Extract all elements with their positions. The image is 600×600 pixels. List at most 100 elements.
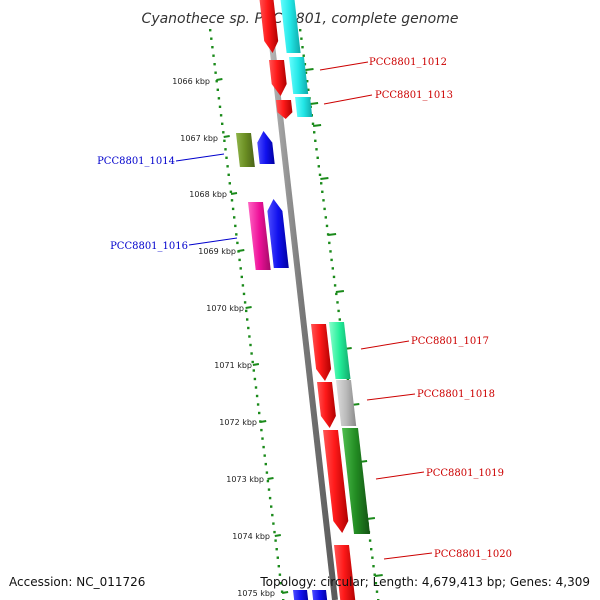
kbp-label: 1073 kbp (226, 475, 264, 484)
leader-line-1013 (323, 94, 373, 105)
tick-mark (231, 207, 235, 211)
tick-mark (213, 63, 216, 66)
tick-mark (373, 573, 376, 576)
tick-mark (227, 173, 230, 176)
tick-mark (329, 250, 332, 253)
gene-label-1018[interactable]: PCC8801_1018 (417, 389, 495, 400)
gene-label-1019[interactable]: PCC8801_1019 (426, 468, 504, 479)
tick-mark (278, 573, 282, 576)
gene-red-1018[interactable] (317, 382, 336, 428)
tick-mark (317, 165, 320, 168)
gene-red-1012[interactable] (269, 60, 287, 96)
tick-mark (337, 309, 340, 313)
gene-green-1019[interactable] (342, 428, 370, 534)
tick-mark (338, 318, 341, 321)
tick-mark (265, 471, 269, 474)
gene-spring-1017[interactable] (329, 322, 351, 379)
gene-label-1013[interactable]: PCC8801_1013 (375, 90, 453, 101)
gene-cyan-1012[interactable] (289, 57, 309, 94)
tick-mark (245, 309, 248, 313)
tick-mark (375, 590, 379, 593)
tick-mark (318, 173, 322, 176)
tick-mark (277, 565, 280, 568)
tick-mark (323, 207, 326, 211)
left-tick-track (209, 29, 289, 600)
tick-mark (301, 46, 304, 49)
tick-mark (247, 326, 250, 330)
tick-mark (260, 428, 263, 432)
tick-mark (311, 122, 315, 125)
tick-mark (313, 131, 316, 134)
gene-red-1017[interactable] (311, 324, 332, 381)
tick-mark (261, 437, 264, 440)
leader-line-1012 (319, 61, 369, 71)
gene-cyan-a[interactable] (280, 0, 301, 53)
gene-label-1014[interactable]: PCC8801_1014 (97, 156, 175, 167)
tick-mark (336, 301, 339, 304)
gene-label-1017[interactable]: PCC8801_1017 (411, 336, 489, 347)
tick-mark (268, 496, 272, 500)
gene-blue-tail[interactable] (312, 590, 328, 600)
tick-mark (216, 88, 219, 91)
gene-label-1016[interactable]: PCC8801_1016 (110, 241, 188, 252)
gene-gray-1018[interactable] (336, 380, 357, 426)
gene-olive-1014[interactable] (236, 133, 255, 167)
tick-mark (304, 71, 308, 74)
tick-mark (306, 80, 309, 83)
gene-label-1012[interactable]: PCC8801_1012 (369, 57, 447, 68)
major-tick (230, 192, 238, 195)
tick-mark (267, 488, 271, 491)
major-tick (320, 177, 329, 180)
leader-line-1016 (188, 237, 238, 246)
leader-line-1017 (360, 340, 410, 350)
right-tick-track (299, 29, 383, 600)
tick-mark (241, 284, 245, 287)
tick-mark (253, 377, 257, 381)
tick-mark (264, 462, 267, 466)
major-tick (267, 477, 274, 480)
gene-red-a[interactable] (259, 0, 279, 53)
tick-mark (320, 182, 323, 185)
tick-mark (252, 369, 255, 372)
tick-mark (235, 233, 238, 236)
tick-mark (217, 97, 221, 100)
tick-mark (254, 386, 258, 389)
gene-red-1020[interactable] (334, 545, 356, 600)
kbp-label: 1069 kbp (198, 247, 236, 256)
major-tick (252, 363, 260, 366)
major-tick (309, 102, 319, 105)
tick-mark (225, 156, 228, 159)
tick-mark (322, 199, 325, 202)
tick-mark (275, 548, 278, 551)
tick-mark (234, 224, 237, 228)
tick-mark (315, 148, 318, 151)
kbp-label: 1075 kbp (237, 589, 275, 598)
tick-mark (325, 224, 329, 228)
gene-red-1013[interactable] (276, 100, 293, 119)
gene-violet-tail[interactable] (293, 590, 309, 600)
gene-blue-1014[interactable] (257, 131, 275, 164)
tick-mark (262, 445, 265, 449)
gene-cyan-1013[interactable] (295, 97, 313, 117)
leader-line-1020 (383, 552, 433, 560)
gene-label-1020[interactable]: PCC8801_1020 (434, 549, 512, 560)
tick-mark (250, 352, 253, 355)
tick-mark (218, 105, 222, 108)
kbp-label: 1066 kbp (172, 77, 210, 86)
major-tick (335, 290, 345, 293)
major-tick (238, 249, 245, 252)
tick-mark (272, 522, 275, 525)
major-tick (216, 78, 223, 81)
tick-mark (372, 565, 375, 568)
kbp-label: 1074 kbp (232, 532, 270, 541)
gene-magenta-1016[interactable] (248, 202, 271, 270)
leader-line-1018 (366, 393, 416, 401)
gene-red-1019[interactable] (323, 430, 349, 533)
tick-mark (212, 54, 215, 57)
major-tick (374, 574, 383, 577)
tick-mark (279, 582, 283, 585)
tick-mark (249, 343, 252, 347)
tick-mark (242, 292, 246, 296)
gene-blue-1016[interactable] (267, 199, 289, 268)
kbp-scale-labels: 1066 kbp 1067 kbp 1068 kbp 1069 kbp 1070… (172, 77, 275, 598)
